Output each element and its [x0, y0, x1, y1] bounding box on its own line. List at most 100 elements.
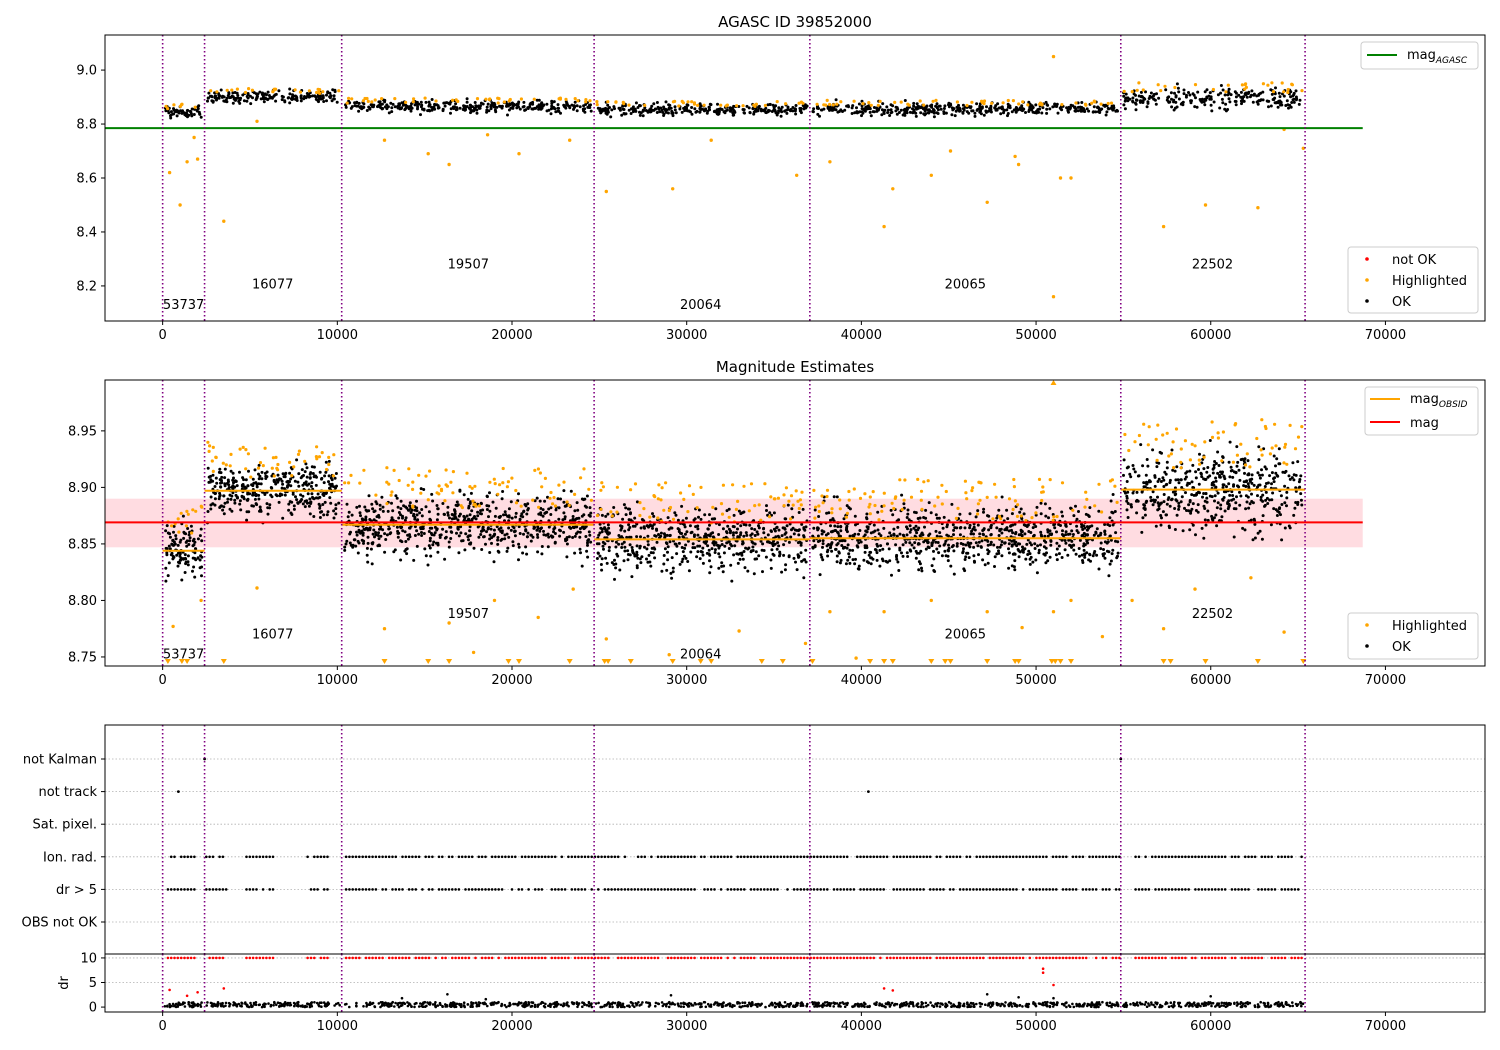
ok-point — [1103, 523, 1107, 526]
ok-point — [166, 574, 170, 578]
highlighted-point — [397, 478, 401, 483]
ok-point — [206, 510, 210, 513]
ok-point — [1097, 509, 1101, 513]
ok-point — [713, 109, 717, 113]
ok-point — [915, 107, 919, 111]
highlighted-point — [1159, 89, 1163, 93]
ok-point — [178, 554, 182, 558]
ok-point — [1261, 98, 1265, 102]
ok-point — [311, 94, 315, 98]
ok-point — [386, 509, 390, 513]
ok-point — [1213, 494, 1217, 498]
ok-point — [164, 529, 168, 533]
ok-point — [1135, 98, 1139, 102]
highlighted-point — [1156, 83, 1160, 87]
ok-point — [620, 542, 624, 546]
highlighted-point — [263, 446, 267, 450]
ok-point — [169, 110, 173, 114]
highlighted-point — [519, 504, 523, 508]
highlighted-point — [687, 484, 692, 488]
highlighted-point — [501, 481, 505, 485]
ok-point — [424, 505, 428, 509]
highlighted-point — [1017, 102, 1021, 106]
highlighted-point — [976, 512, 980, 516]
ok-point — [997, 534, 1001, 537]
ok-point — [666, 516, 670, 520]
ok-point — [332, 94, 336, 98]
ok-point — [1122, 458, 1126, 462]
ok-point — [399, 526, 403, 530]
ok-point — [1113, 510, 1117, 513]
ok-point — [750, 527, 754, 531]
ok-point — [1229, 469, 1233, 473]
ok-point — [1215, 506, 1219, 510]
ok-point — [562, 489, 566, 493]
ok-point — [1285, 496, 1289, 500]
ok-point — [1221, 88, 1225, 92]
ok-point — [1006, 114, 1009, 118]
ok-point — [698, 557, 702, 561]
highlighted-point — [558, 97, 563, 101]
ok-point — [688, 524, 692, 528]
ok-point — [1258, 99, 1262, 103]
ok-point — [961, 103, 965, 107]
ok-point — [938, 531, 942, 535]
ok-point — [305, 466, 309, 470]
ok-point — [1196, 503, 1200, 507]
ok-point — [355, 533, 359, 537]
ok-point — [580, 564, 584, 568]
ok-point — [352, 538, 356, 542]
highlighted-point — [460, 506, 464, 510]
ok-point — [639, 535, 642, 539]
ok-point — [1143, 97, 1147, 101]
highlighted-point — [797, 506, 801, 511]
ok-point — [649, 564, 653, 568]
ok-point — [794, 107, 797, 111]
ok-point — [978, 110, 982, 114]
ok-point — [677, 541, 681, 545]
ok-point — [556, 497, 560, 501]
ok-point — [213, 497, 217, 501]
ok-point — [385, 103, 389, 107]
ok-point — [165, 524, 169, 528]
ok-point — [193, 575, 197, 579]
ok-point — [691, 546, 695, 550]
ok-point — [427, 530, 431, 533]
ok-point — [1200, 526, 1204, 530]
ok-point — [349, 530, 352, 534]
ok-point — [1101, 554, 1105, 558]
ok-point — [782, 543, 786, 547]
ok-point — [181, 109, 184, 113]
highlighted-point — [179, 511, 183, 515]
ok-point — [781, 526, 785, 530]
ok-point — [999, 543, 1003, 547]
highlighted-outlier — [382, 138, 387, 142]
ok-point — [1162, 485, 1166, 488]
ok-point — [180, 111, 184, 115]
ok-point — [415, 499, 418, 503]
ok-point — [876, 528, 880, 532]
ok-point — [175, 114, 179, 118]
ok-point — [504, 513, 508, 517]
ok-point — [1005, 508, 1009, 512]
ok-point — [557, 106, 561, 110]
ok-point — [522, 532, 525, 536]
ok-point — [989, 526, 993, 530]
ok-point — [399, 499, 403, 503]
ok-point — [1072, 548, 1076, 552]
ok-point — [190, 114, 194, 118]
ok-point — [365, 109, 369, 112]
ok-point — [743, 566, 747, 570]
ok-point — [506, 546, 510, 550]
ok-point — [700, 550, 704, 554]
ok-point — [517, 525, 521, 529]
highlighted-point — [230, 88, 234, 92]
ok-point — [850, 106, 854, 110]
ok-point — [708, 559, 711, 563]
ok-point — [802, 576, 806, 580]
ok-point — [526, 502, 530, 506]
ok-point — [614, 540, 618, 544]
ok-point — [1175, 465, 1179, 469]
ok-point — [278, 492, 282, 496]
ok-point — [221, 508, 225, 512]
